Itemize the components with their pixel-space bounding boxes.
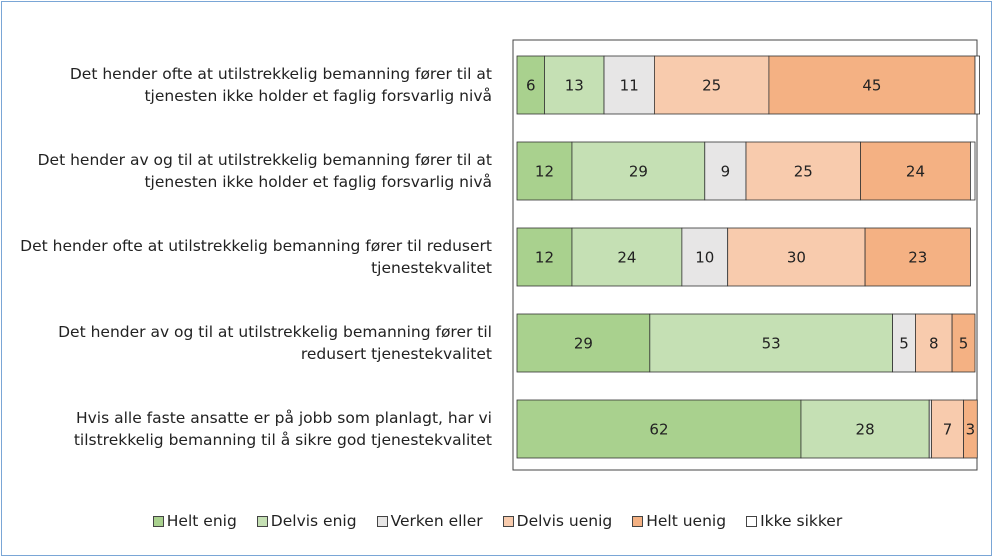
plot-frame — [512, 39, 978, 471]
data-label: 24 — [906, 163, 925, 181]
legend-item: Verken eller — [376, 512, 483, 530]
bar-segment — [516, 227, 573, 287]
bar-segment — [704, 141, 747, 201]
data-label: 25 — [702, 77, 721, 95]
data-label: 9 — [721, 163, 731, 181]
data-label: 10 — [695, 249, 714, 267]
data-label: 28 — [856, 421, 875, 439]
data-label: 62 — [649, 421, 668, 439]
data-label: 23 — [908, 249, 927, 267]
legend-item: Helt uenig — [632, 512, 726, 530]
bar-segment — [571, 141, 706, 201]
data-label: 12 — [535, 249, 554, 267]
bar-segment — [970, 141, 976, 201]
category-label: Det hender ofte at utilstrekkelig bemann… — [69, 65, 492, 105]
legend-swatch — [376, 515, 388, 527]
bar-segment — [745, 141, 861, 201]
bar-segment — [727, 227, 866, 287]
category-label: Det hender av og til at utilstrekkelig b… — [37, 151, 492, 191]
legend-swatch — [746, 515, 758, 527]
legend: Helt enig Delvis enig Verken eller Delvis u… — [0, 512, 995, 530]
bar-segment — [800, 399, 930, 459]
bar-segment — [681, 227, 729, 287]
legend-label: Verken eller — [390, 512, 483, 530]
legend-swatch — [152, 515, 164, 527]
category-label: Det hender av og til at utilstrekkelig b… — [58, 323, 492, 363]
bar-segment — [951, 313, 976, 373]
legend-label: Helt uenig — [646, 512, 727, 530]
data-label: 24 — [617, 249, 636, 267]
legend-label: Delvis uenig — [516, 512, 613, 530]
data-label: 13 — [565, 77, 584, 95]
data-label: 3 — [966, 421, 976, 439]
bar-segment — [915, 313, 953, 373]
legend-label: Ikke sikker — [760, 512, 843, 530]
legend-item: Ikke sikker — [746, 512, 842, 530]
data-label: 5 — [959, 335, 969, 353]
legend-item: Delvis uenig — [502, 512, 613, 530]
bar-segment — [571, 227, 683, 287]
data-label: 30 — [787, 249, 806, 267]
bar-segment — [864, 227, 971, 287]
legend-label: Helt enig — [166, 512, 237, 530]
legend-swatch — [256, 515, 268, 527]
category-label: Det hender ofte at utilstrekkelig bemann… — [20, 237, 492, 277]
bar-segment — [516, 399, 802, 459]
bar-segment — [516, 313, 651, 373]
data-label: 25 — [794, 163, 813, 181]
bar-segment — [974, 55, 980, 115]
bar-segment — [544, 55, 605, 115]
data-label: 7 — [943, 421, 953, 439]
data-label: 12 — [535, 163, 554, 181]
legend-swatch — [632, 515, 644, 527]
data-label: 5 — [899, 335, 909, 353]
legend-swatch — [502, 515, 514, 527]
bar-segment — [963, 399, 978, 459]
data-label: 29 — [574, 335, 593, 353]
data-label: 8 — [929, 335, 939, 353]
data-label: 45 — [862, 77, 881, 95]
data-label: 11 — [620, 77, 639, 95]
bar-segment — [860, 141, 971, 201]
legend-label: Delvis enig — [270, 512, 357, 530]
data-label: 29 — [629, 163, 648, 181]
legend-item: Delvis enig — [256, 512, 357, 530]
data-label: 53 — [762, 335, 781, 353]
bar-segment — [649, 313, 893, 373]
bar-segment — [603, 55, 655, 115]
category-label: Hvis alle faste ansatte er på jobb som p… — [73, 409, 492, 449]
legend-item: Helt enig — [152, 512, 237, 530]
data-label: 6 — [526, 77, 536, 95]
